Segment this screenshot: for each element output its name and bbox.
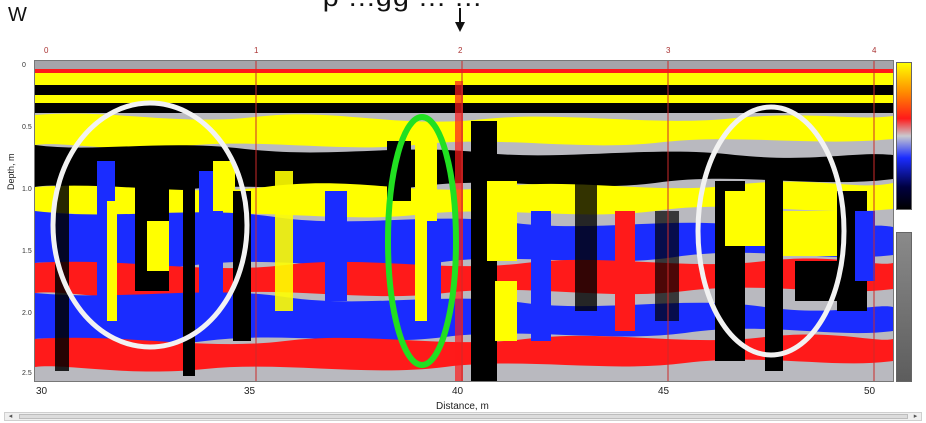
center-anomaly-ellipse [385,114,459,368]
down-arrow-icon [455,8,465,32]
horizontal-scrollbar[interactable]: ◂ ▸ [4,412,922,421]
right-anomaly-ellipse [695,104,847,358]
west-label: W [8,4,27,26]
y-tick: 0 [22,62,26,69]
top-axis-tick: 1 [254,46,259,55]
x-tick: 50 [864,386,876,397]
radargram-plot[interactable] [34,60,894,382]
gain-slider-bar[interactable] [896,232,912,382]
x-tick: 30 [36,386,48,397]
y-axis-label: Depth, m [6,153,16,190]
top-axis-tick: 3 [666,46,671,55]
x-tick: 35 [244,386,256,397]
top-axis-tick: 4 [872,46,877,55]
top-axis-tick: 2 [458,46,463,55]
scroll-right-icon[interactable]: ▸ [913,413,918,420]
scroll-left-icon[interactable]: ◂ [8,413,13,420]
y-tick: 0.5 [22,124,32,131]
y-tick: 2.5 [22,370,32,377]
scroll-thumb[interactable] [19,414,908,419]
top-axis-tick: 0 [44,46,49,55]
x-axis-label: Distance, m [436,401,489,412]
y-tick: 1.0 [22,186,32,193]
y-tick: 2.0 [22,310,32,317]
y-tick: 1.5 [22,248,32,255]
left-anomaly-ellipse [50,100,250,350]
x-tick: 40 [452,386,464,397]
radargram-image [35,61,893,381]
color-scale-bar [896,62,912,210]
top-cut-title: p ...gg ... ... [323,0,483,13]
x-tick: 45 [658,386,670,397]
